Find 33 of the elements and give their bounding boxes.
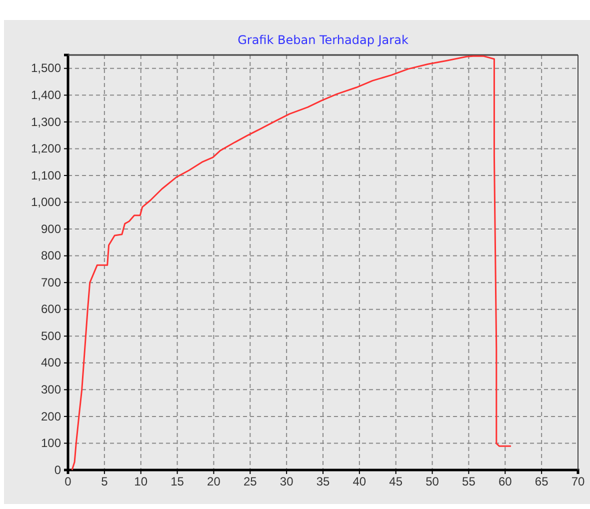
x-tick-label: 70 — [571, 474, 585, 489]
x-tick-label: 65 — [534, 474, 549, 489]
y-tick-label: 800 — [40, 248, 62, 263]
x-tick-label: 60 — [498, 474, 512, 489]
x-tick-label: 0 — [64, 474, 72, 489]
y-tick-label: 1,200 — [30, 142, 62, 156]
y-tick-label: 0 — [54, 462, 62, 477]
y-tick-label: 1,300 — [30, 114, 62, 129]
x-tick-label: 10 — [134, 474, 148, 489]
x-tick-label: 5 — [101, 474, 108, 489]
y-tick-label: 1,500 — [30, 61, 62, 76]
x-tick-label: 50 — [426, 474, 440, 489]
y-tick-label: 1,400 — [30, 88, 62, 102]
x-tick-label: 45 — [389, 474, 403, 489]
x-tick-label: 55 — [462, 474, 476, 489]
y-tick-label: 700 — [40, 275, 62, 290]
x-tick-label: 40 — [352, 474, 366, 489]
y-tick-label: 400 — [40, 356, 62, 370]
x-tick-label: 20 — [207, 474, 221, 489]
y-tick-label: 500 — [40, 328, 62, 343]
y-tick-label: 300 — [40, 382, 62, 397]
x-tick-label: 25 — [243, 474, 258, 489]
y-tick-label: 1,000 — [30, 195, 62, 210]
x-tick-label: 15 — [170, 474, 184, 489]
y-tick-label: 100 — [40, 436, 62, 450]
line-series — [71, 55, 512, 471]
y-tick-label: 600 — [40, 302, 62, 316]
x-tick-label: 35 — [316, 474, 330, 489]
y-tick-label: 900 — [40, 222, 62, 236]
y-tick-label: 1,100 — [30, 168, 62, 182]
y-tick-label: 200 — [40, 409, 62, 424]
chart-title: Grafik Beban Terhadap Jarak — [238, 33, 408, 47]
x-tick-label: 30 — [280, 474, 294, 489]
